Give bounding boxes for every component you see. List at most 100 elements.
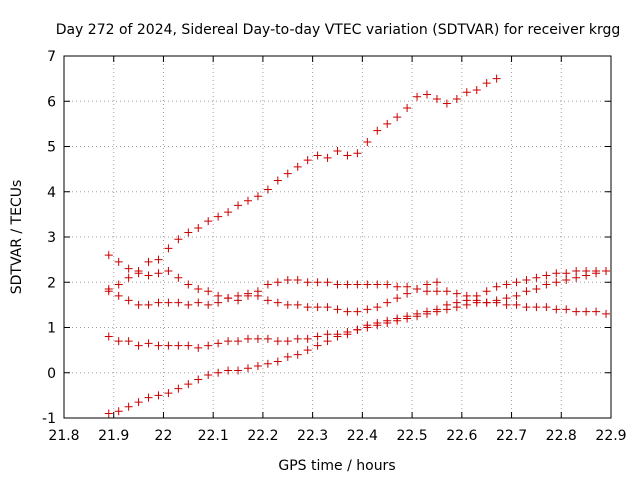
data-point: [214, 298, 223, 307]
data-point: [562, 269, 571, 278]
data-point: [194, 375, 203, 384]
data-point: [353, 149, 362, 158]
data-point: [522, 303, 531, 312]
series-track-rising-high: [104, 74, 501, 294]
data-point: [403, 104, 412, 113]
data-point: [224, 366, 233, 375]
data-point: [303, 278, 312, 287]
data-point: [512, 300, 521, 309]
data-point: [164, 244, 173, 253]
x-tick-label: 22.7: [496, 428, 527, 444]
data-point: [253, 361, 262, 370]
data-point: [293, 334, 302, 343]
data-point: [204, 287, 213, 296]
data-point: [114, 291, 123, 300]
data-point: [104, 409, 113, 418]
data-point: [502, 294, 511, 303]
data-point: [552, 269, 561, 278]
data-point: [502, 280, 511, 289]
data-point: [542, 280, 551, 289]
x-tick-label: 21.8: [48, 428, 79, 444]
data-point: [482, 287, 491, 296]
data-point: [512, 278, 521, 287]
x-axis-label: GPS time / hours: [278, 458, 395, 474]
data-point: [243, 334, 252, 343]
data-point: [224, 337, 233, 346]
data-point: [283, 352, 292, 361]
y-tick-label: 7: [47, 49, 56, 65]
data-point: [293, 300, 302, 309]
data-point: [403, 312, 412, 321]
data-point: [373, 280, 382, 289]
data-point: [413, 285, 422, 294]
data-point: [283, 300, 292, 309]
data-point: [592, 266, 601, 275]
data-point: [164, 298, 173, 307]
data-point: [234, 337, 243, 346]
y-tick-label: 2: [47, 275, 56, 291]
data-point: [602, 266, 611, 275]
data-point: [243, 196, 252, 205]
data-point: [363, 321, 372, 330]
data-point: [303, 156, 312, 165]
data-point: [224, 294, 233, 303]
data-point: [144, 271, 153, 280]
data-point: [144, 300, 153, 309]
data-point: [134, 341, 143, 350]
data-point: [154, 341, 163, 350]
data-point: [273, 298, 282, 307]
data-point: [452, 298, 461, 307]
data-point: [492, 296, 501, 305]
data-point: [124, 296, 133, 305]
series-track-rising-low: [104, 266, 611, 418]
data-point: [124, 402, 133, 411]
data-point: [184, 228, 193, 237]
data-point: [293, 275, 302, 284]
data-point: [104, 287, 113, 296]
data-point: [144, 339, 153, 348]
data-point: [234, 291, 243, 300]
data-point: [263, 296, 272, 305]
data-point: [343, 307, 352, 316]
data-point: [323, 153, 332, 162]
data-point: [552, 278, 561, 287]
data-point: [333, 332, 342, 341]
data-point: [273, 176, 282, 185]
data-point: [522, 287, 531, 296]
data-point: [482, 79, 491, 88]
y-axis-label: SDTVAR / TECUs: [9, 180, 25, 295]
data-point: [363, 305, 372, 314]
data-point: [154, 269, 163, 278]
x-tick-label: 22.3: [297, 428, 328, 444]
data-point: [393, 282, 402, 291]
data-point: [413, 92, 422, 101]
data-point: [124, 337, 133, 346]
data-point: [164, 266, 173, 275]
data-point: [124, 264, 133, 273]
data-point: [253, 334, 262, 343]
data-point: [432, 278, 441, 287]
data-point: [204, 217, 213, 226]
x-tick-label: 22.1: [198, 428, 229, 444]
data-point: [572, 307, 581, 316]
data-point: [164, 389, 173, 398]
data-point: [393, 314, 402, 323]
data-point: [194, 223, 203, 232]
data-point: [293, 350, 302, 359]
data-points: [104, 74, 611, 418]
data-point: [472, 291, 481, 300]
series-track-upper-mid: [104, 251, 611, 318]
y-tick-label: 5: [47, 140, 56, 156]
data-point: [313, 341, 322, 350]
data-point: [144, 393, 153, 402]
data-point: [532, 273, 541, 282]
x-tick-label: 22.2: [247, 428, 278, 444]
data-point: [174, 384, 183, 393]
data-point: [283, 337, 292, 346]
data-point: [432, 287, 441, 296]
y-tick-label: 6: [47, 94, 56, 110]
data-point: [502, 300, 511, 309]
data-point: [383, 280, 392, 289]
